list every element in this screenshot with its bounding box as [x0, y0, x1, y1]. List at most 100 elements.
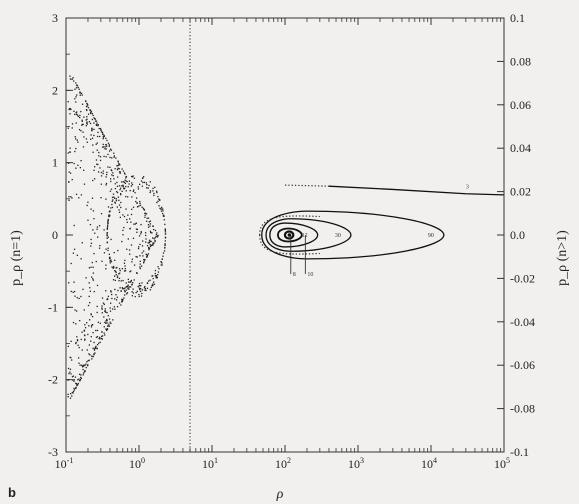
scatter-point [117, 289, 119, 292]
y-right-tick-label: 0.06 [510, 98, 531, 112]
scatter-point [71, 178, 73, 181]
scatter-point [107, 295, 110, 298]
scatter-point [90, 134, 92, 136]
scatter-point [152, 243, 154, 245]
scatter-point [110, 207, 112, 209]
contour-label-90: 90 [428, 233, 434, 239]
scatter-point [79, 364, 81, 366]
scatter-point [121, 299, 123, 301]
scatter-point [102, 170, 104, 172]
scatter-point [110, 238, 112, 241]
scatter-point [107, 249, 109, 252]
scatter-point [136, 228, 139, 231]
scatter-point [115, 157, 117, 159]
scatter-point [132, 190, 135, 192]
scatter-point [69, 151, 71, 153]
scatter-point [101, 305, 103, 307]
scatter-point [119, 171, 121, 173]
scatter-point [114, 202, 117, 204]
scatter-point [108, 323, 110, 325]
scatter-point [114, 168, 116, 170]
y-right-tick-label: -0.06 [510, 358, 535, 372]
scatter-point [105, 290, 107, 292]
scatter-point [149, 279, 151, 281]
scatter-point [163, 215, 165, 217]
scatter-point [126, 292, 129, 294]
scatter-point [148, 241, 150, 244]
scatter-point [139, 202, 141, 205]
scatter-point [83, 136, 85, 138]
scatter-point [70, 290, 72, 293]
scatter-point [106, 233, 108, 235]
scatter-point [152, 225, 154, 227]
scatter-point [149, 244, 151, 246]
scatter-point [73, 281, 75, 283]
scatter-point [74, 113, 76, 116]
scatter-point [106, 241, 108, 243]
scatter-point [76, 94, 78, 96]
scatter-point [78, 297, 80, 300]
scatter-point [164, 229, 167, 232]
scatter-point [72, 252, 74, 254]
scatter-point [85, 122, 88, 124]
scatter-point [117, 176, 119, 178]
scatter-point [104, 334, 106, 336]
scatter-point [124, 265, 126, 267]
scatter-point [96, 142, 98, 144]
scatter-point [93, 166, 96, 168]
scatter-point [109, 190, 112, 192]
scatter-point [156, 232, 158, 234]
scatter-point [117, 196, 120, 198]
scatter-point [99, 244, 101, 247]
scatter-point [106, 322, 108, 324]
scatter-point [90, 112, 92, 115]
scatter-point [67, 345, 70, 348]
scatter-point [77, 344, 79, 346]
scatter-point [106, 232, 108, 234]
scatter-point [96, 329, 99, 332]
scatter-point [162, 255, 164, 257]
scatter-point [127, 281, 130, 283]
scatter-point [88, 282, 90, 284]
scatter-point [103, 134, 105, 136]
scatter-point [68, 108, 70, 111]
scatter-point [157, 234, 159, 237]
scatter-point [92, 347, 94, 349]
scatter-point [142, 255, 144, 257]
scatter-point [92, 278, 94, 280]
scatter-point [115, 271, 117, 274]
scatter-point [72, 390, 75, 392]
scatter-point [102, 133, 104, 135]
scatter-point [139, 200, 141, 203]
scatter-point [70, 262, 72, 265]
scatter-point [131, 176, 134, 178]
scatter-point [135, 222, 138, 224]
scatter-point [99, 127, 102, 130]
scatter-point [146, 217, 148, 219]
scatter-point [164, 223, 166, 226]
scatter-point [119, 287, 121, 289]
scatter-point [71, 359, 73, 361]
scatter-point [124, 267, 126, 270]
scatter-point [113, 155, 116, 157]
scatter-point [103, 229, 105, 231]
scatter-point [71, 376, 74, 378]
scatter-point [90, 266, 92, 268]
scatter-point [114, 298, 116, 300]
scatter-point [94, 346, 97, 349]
scatter-point [143, 258, 145, 261]
scatter-point [76, 336, 78, 338]
scatter-point [70, 392, 72, 395]
scatter-point [70, 196, 72, 198]
scatter-point [80, 92, 83, 95]
vertical-marker-label-10: 10 [307, 272, 313, 278]
scatter-point [128, 180, 131, 182]
scatter-point [140, 223, 142, 226]
scatter-point [116, 185, 119, 188]
scatter-point [111, 266, 113, 268]
scatter-point [139, 255, 141, 257]
scatter-point [146, 287, 149, 289]
scatter-point [146, 183, 148, 186]
scatter-point [139, 243, 141, 246]
scatter-point [153, 228, 155, 231]
